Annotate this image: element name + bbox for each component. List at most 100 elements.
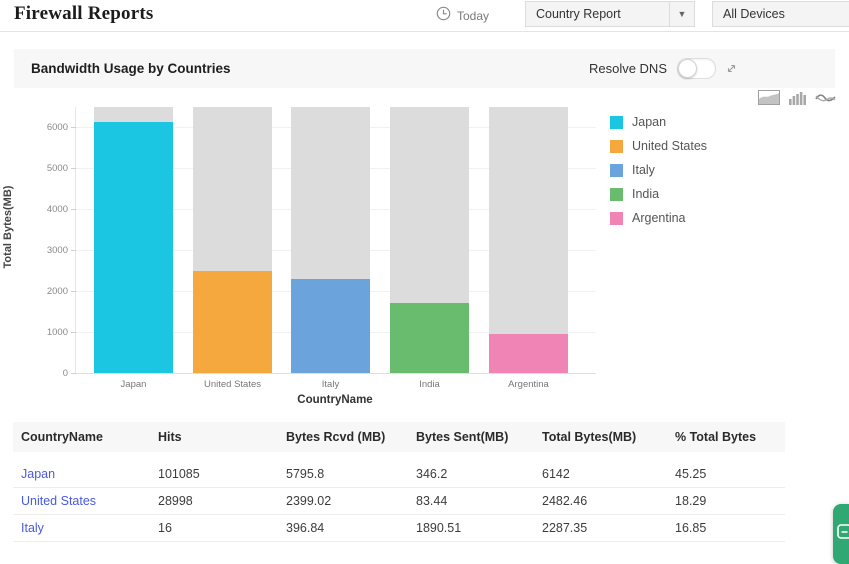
x-axis-title: CountryName — [297, 394, 373, 406]
legend-item-united-states[interactable]: United States — [610, 134, 707, 158]
plot-area: Japan United States Italy India Argentina — [71, 107, 596, 390]
tick-mark — [71, 250, 76, 252]
page-title: Firewall Reports — [14, 3, 154, 24]
table-row: United States 28998 2399.02 83.44 2482.46 18.… — [13, 487, 785, 515]
chevron-down-icon: ▼ — [669, 2, 694, 26]
country-link[interactable]: United States — [21, 494, 97, 508]
bar-column-argentina — [489, 107, 568, 373]
legend-item-japan[interactable]: Japan — [610, 110, 707, 134]
report-type-value: Country Report — [536, 7, 621, 21]
resolve-dns-toggle[interactable] — [677, 58, 716, 79]
tick-mark — [71, 332, 76, 334]
column-header-hits: Hits — [150, 422, 278, 452]
cell-value: 346.2 — [408, 452, 534, 488]
tick-mark — [71, 373, 76, 374]
cell-value: 5795.8 — [278, 452, 408, 488]
cell-value: 16.85 — [667, 514, 785, 542]
legend-item-india[interactable]: India — [610, 182, 707, 206]
table-row: Italy 16 396.84 1890.51 2287.35 16.85 — [13, 514, 785, 542]
bar-argentina[interactable] — [489, 334, 568, 373]
bar-japan[interactable] — [94, 122, 173, 373]
cell-value: 396.84 — [278, 514, 408, 542]
feedback-widget-tab[interactable] — [833, 504, 849, 564]
table-body: Japan 101085 5795.8 346.2 6142 45.25 United St… — [13, 452, 785, 542]
devices-value: All Devices — [723, 7, 785, 21]
country-report-table: CountryName Hits Bytes Rcvd (MB) Bytes Sent… — [13, 422, 785, 542]
legend-item-italy[interactable]: Italy — [610, 158, 707, 182]
legend-item-argentina[interactable]: Argentina — [610, 206, 707, 230]
legend-label: India — [632, 187, 660, 201]
cell-value: 45.25 — [667, 452, 785, 488]
bar-track — [489, 107, 568, 373]
column-header-countryname: CountryName — [13, 422, 150, 452]
column-header-bytes-rcvd-mb-: Bytes Rcvd (MB) — [278, 422, 408, 452]
tick-mark — [71, 127, 76, 129]
tick-mark — [71, 209, 76, 211]
x-tick-label: Japan — [120, 379, 147, 390]
legend-label: United States — [632, 139, 708, 153]
x-tick-label: India — [419, 379, 440, 390]
legend-swatch — [610, 139, 623, 153]
bar-column-india — [390, 107, 469, 373]
time-filter-button[interactable]: Today — [436, 6, 489, 26]
country-link[interactable]: Japan — [21, 467, 56, 481]
x-tick-label: Italy — [321, 379, 340, 390]
cell-value: 6142 — [534, 452, 667, 488]
column-header--total-bytes: % Total Bytes — [667, 422, 785, 452]
country-link[interactable]: Italy — [21, 521, 44, 535]
legend-swatch — [610, 163, 623, 177]
y-axis-title: Total Bytes(MB) — [2, 185, 14, 269]
cell-country: Italy — [13, 514, 150, 542]
bar-united-states[interactable] — [193, 271, 272, 373]
legend-swatch — [610, 187, 623, 201]
bar-italy[interactable] — [291, 279, 370, 373]
bandwidth-chart: Total Bytes(MB) Japan United States Italy I… — [0, 88, 849, 412]
legend-swatch — [610, 211, 623, 225]
report-type-dropdown[interactable]: Country Report ▼ — [525, 1, 695, 27]
devices-dropdown[interactable]: All Devices — [712, 1, 849, 27]
cell-value: 101085 — [150, 452, 278, 488]
chart-type-toolbar — [758, 90, 836, 110]
y-tick-label: 5000 — [46, 163, 68, 175]
legend-label: Japan — [632, 115, 667, 129]
cell-value: 2482.46 — [534, 487, 667, 515]
cell-value: 1890.51 — [408, 514, 534, 542]
cell-value: 16 — [150, 514, 278, 542]
widget-title: Bandwidth Usage by Countries — [31, 61, 231, 76]
column-header-bytes-sent-mb-: Bytes Sent(MB) — [408, 422, 534, 452]
column-header-total-bytes-mb-: Total Bytes(MB) — [534, 422, 667, 452]
bar-column-italy — [291, 107, 370, 373]
widget-header: Bandwidth Usage by Countries Resolve DNS — [14, 49, 835, 88]
area-chart-icon[interactable] — [758, 90, 780, 110]
bar-column-united-states — [193, 107, 272, 373]
y-tick-label: 4000 — [46, 204, 68, 216]
bar-india[interactable] — [390, 303, 469, 373]
chart-legend: Japan United States Italy India Argentina — [610, 110, 707, 230]
cell-value: 18.29 — [667, 487, 785, 515]
clock-icon — [436, 6, 451, 26]
y-tick-label: 1000 — [46, 327, 68, 339]
tick-mark — [71, 168, 76, 170]
y-tick-label: 0 — [62, 368, 68, 379]
cell-value: 83.44 — [408, 487, 534, 515]
tick-mark — [71, 291, 76, 293]
legend-swatch — [610, 115, 623, 129]
x-tick-label: Argentina — [508, 379, 549, 390]
top-header: Firewall Reports Today Country Report ▼ … — [0, 0, 849, 32]
line-chart-icon[interactable] — [815, 90, 836, 110]
table-header: CountryName Hits Bytes Rcvd (MB) Bytes Sent… — [13, 422, 785, 452]
cell-country: Japan — [13, 452, 150, 488]
y-tick-label: 6000 — [46, 122, 68, 134]
legend-label: Argentina — [632, 211, 686, 225]
resolve-dns-group: Resolve DNS — [589, 58, 737, 79]
bar-chart-icon[interactable] — [789, 90, 806, 110]
toggle-knob — [678, 59, 697, 78]
y-tick-label: 2000 — [46, 286, 68, 298]
cell-value: 2287.35 — [534, 514, 667, 542]
cell-value: 28998 — [150, 487, 278, 515]
y-tick-label: 3000 — [46, 245, 68, 257]
expand-icon[interactable] — [726, 63, 737, 74]
bar-column-japan — [94, 107, 173, 373]
resolve-dns-label: Resolve DNS — [588, 61, 667, 76]
time-filter-label: Today — [457, 9, 490, 23]
